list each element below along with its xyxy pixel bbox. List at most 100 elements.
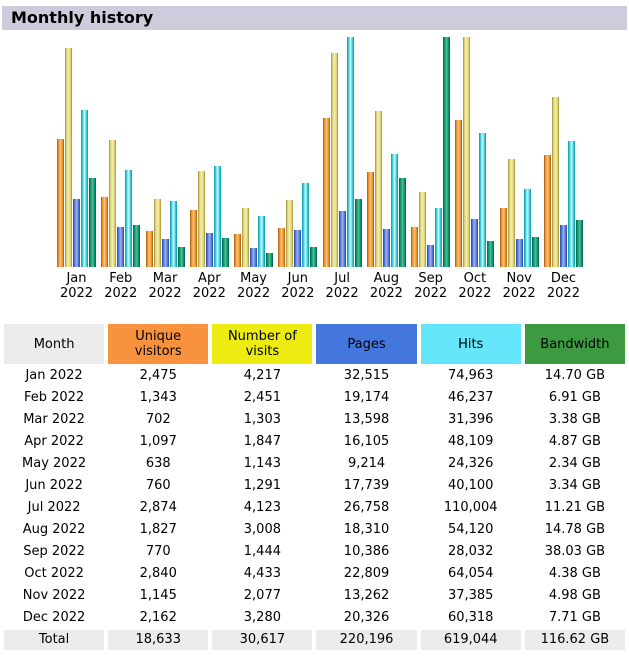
- h-bar-feb: [125, 170, 133, 267]
- value-cell: 22,809: [343, 566, 390, 581]
- month-group-sep: Sep 2022: [411, 37, 451, 301]
- uv-bar-sep: [411, 227, 419, 267]
- month-cell: Sep 2022: [23, 544, 85, 559]
- x-axis-label-oct: Oct 2022: [458, 271, 492, 301]
- value-cell: 17,739: [343, 478, 390, 493]
- value-cell: 14.70 GB: [544, 368, 606, 383]
- uv-bar-jul: [322, 118, 330, 267]
- h-bar-dec: [567, 141, 575, 267]
- v-bar-dec: [551, 97, 559, 267]
- p-bar-nov: [515, 239, 523, 267]
- value-cell: 18,310: [343, 522, 390, 537]
- value-cell: 38.03 GB: [544, 544, 606, 559]
- value-cell: 3.34 GB: [548, 478, 601, 493]
- value-cell: 14.78 GB: [544, 522, 606, 537]
- table-row-aug: Aug 2022 1,827 3,008 18,310 54,120 14.78 GB: [4, 520, 625, 540]
- value-cell: 26,758: [343, 500, 390, 515]
- p-bar-oct: [471, 219, 479, 267]
- column-header-number-of-visits: Number of visits: [212, 324, 313, 364]
- value-cell: 6.91 GB: [548, 390, 601, 405]
- column-header-hits: Hits: [420, 324, 521, 364]
- p-bar-jan: [73, 199, 80, 267]
- bar-group-dec: [543, 37, 583, 267]
- bar-group-sep: [411, 37, 451, 267]
- h-bar-mar: [169, 201, 177, 267]
- value-cell: 28,032: [447, 544, 494, 559]
- column-header-month: Month: [4, 324, 105, 364]
- value-cell: 2,840: [139, 566, 177, 581]
- value-cell: 13,262: [343, 588, 390, 603]
- value-cell: 1,143: [243, 456, 281, 471]
- value-cell: 2,451: [243, 390, 281, 405]
- table-row-total: Total 18,633 30,617 220,196 619,044 116.62 GB: [4, 630, 625, 650]
- table-row-oct: Oct 2022 2,840 4,433 22,809 64,054 4.38 GB: [4, 564, 625, 584]
- value-cell: 4,217: [243, 368, 281, 383]
- bw-bar-oct: [487, 241, 495, 267]
- x-axis-label-nov: Nov 2022: [502, 271, 536, 301]
- v-bar-nov: [507, 159, 515, 267]
- table-row-jul: Jul 2022 2,874 4,123 26,758 110,004 11.21 GB: [4, 498, 625, 518]
- bw-bar-sep: [443, 37, 451, 267]
- x-axis-label-jan: Jan 2022: [59, 271, 94, 301]
- value-cell: 1,343: [139, 390, 177, 405]
- p-bar-jun: [294, 230, 302, 267]
- h-bar-jun: [302, 183, 310, 267]
- total-value-cell: 220,196: [316, 630, 417, 650]
- bar-group-apr: [189, 37, 229, 267]
- monthly-history-chart: Jan 2022 Feb 2022 Mar 2022 Apr 2022 May 2022…: [57, 37, 583, 301]
- p-bar-dec: [559, 225, 567, 267]
- bw-bar-apr: [221, 238, 229, 267]
- month-cell: Jun 2022: [25, 478, 83, 493]
- value-cell: 638: [145, 456, 171, 471]
- h-bar-may: [258, 216, 266, 267]
- table-row-may: May 2022 638 1,143 9,214 24,326 2.34 GB: [4, 454, 625, 474]
- month-cell: Nov 2022: [22, 588, 86, 603]
- table-row-apr: Apr 2022 1,097 1,847 16,105 48,109 4.87 GB: [4, 432, 625, 452]
- value-cell: 1,291: [243, 478, 281, 493]
- table-row-jun: Jun 2022 760 1,291 17,739 40,100 3.34 GB: [4, 476, 625, 496]
- x-axis-label-aug: Aug 2022: [369, 271, 403, 301]
- value-cell: 1,097: [139, 434, 177, 449]
- value-cell: 2,077: [243, 588, 281, 603]
- value-cell: 760: [145, 478, 171, 493]
- value-cell: 4,123: [243, 500, 281, 515]
- value-cell: 74,963: [447, 368, 494, 383]
- h-bar-sep: [435, 208, 443, 267]
- bar-group-oct: [455, 37, 495, 267]
- h-bar-oct: [479, 133, 487, 267]
- uv-bar-may: [234, 234, 242, 267]
- month-cell: Jul 2022: [27, 500, 81, 515]
- p-bar-feb: [117, 227, 125, 267]
- value-cell: 10,386: [343, 544, 390, 559]
- month-group-nov: Nov 2022: [499, 37, 539, 301]
- month-group-dec: Dec 2022: [543, 37, 583, 301]
- table-row-nov: Nov 2022 1,145 2,077 13,262 37,385 4.98 GB: [4, 586, 625, 606]
- bar-group-jul: [322, 37, 362, 267]
- month-group-jun: Jun 2022: [278, 37, 318, 301]
- v-bar-may: [242, 208, 250, 267]
- column-header-bandwidth: Bandwidth: [524, 324, 625, 364]
- month-cell: Dec 2022: [22, 610, 86, 625]
- table-row-dec: Dec 2022 2,162 3,280 20,326 60,318 7.71 GB: [4, 608, 625, 628]
- value-cell: 32,515: [343, 368, 390, 383]
- h-bar-jul: [346, 37, 354, 267]
- value-cell: 37,385: [447, 588, 494, 603]
- v-bar-apr: [197, 171, 205, 267]
- value-cell: 3.38 GB: [548, 412, 601, 427]
- table-row-feb: Feb 2022 1,343 2,451 19,174 46,237 6.91 GB: [4, 388, 625, 408]
- month-group-may: May 2022: [234, 37, 274, 301]
- h-bar-apr: [213, 166, 221, 267]
- page-title-bar: Monthly history: [2, 6, 627, 30]
- total-label-cell: Total: [4, 630, 105, 650]
- bw-bar-aug: [398, 178, 406, 267]
- bw-bar-dec: [575, 220, 583, 267]
- bar-group-jun: [278, 37, 318, 267]
- x-axis-label-apr: Apr 2022: [192, 271, 226, 301]
- v-bar-oct: [463, 37, 471, 267]
- value-cell: 702: [145, 412, 171, 427]
- value-cell: 19,174: [343, 390, 390, 405]
- month-group-jul: Jul 2022: [322, 37, 362, 301]
- table-row-mar: Mar 2022 702 1,303 13,598 31,396 3.38 GB: [4, 410, 625, 430]
- h-bar-aug: [390, 154, 398, 267]
- x-axis-label-jul: Jul 2022: [325, 271, 359, 301]
